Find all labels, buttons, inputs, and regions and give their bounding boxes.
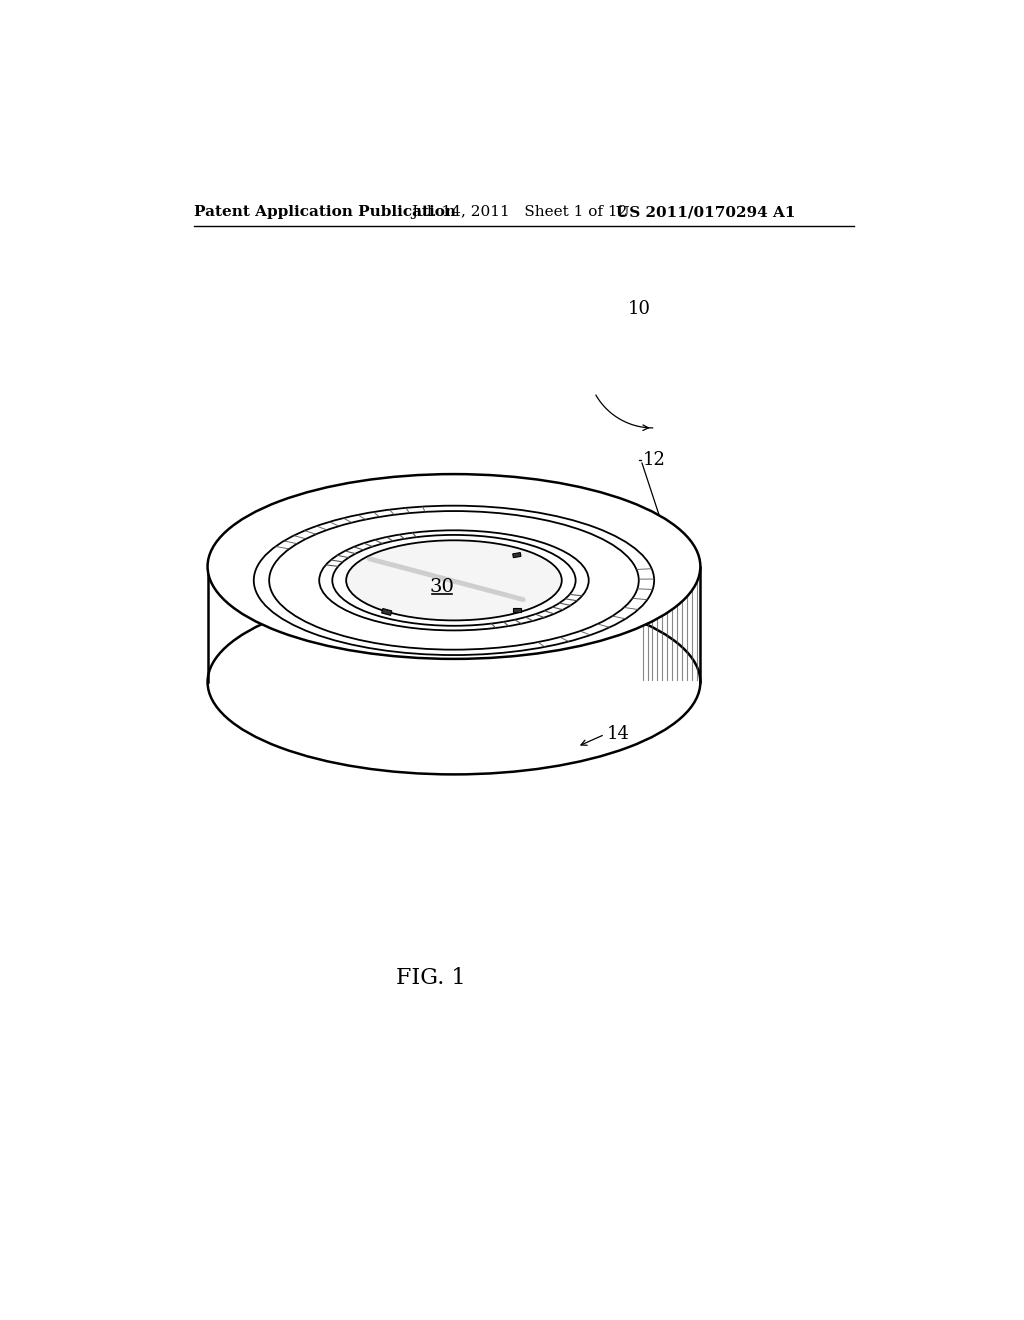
Bar bbox=[382, 609, 392, 615]
Text: Patent Application Publication: Patent Application Publication bbox=[195, 206, 457, 219]
Ellipse shape bbox=[333, 535, 575, 626]
Text: 12: 12 bbox=[643, 451, 666, 469]
Text: FIG. 1: FIG. 1 bbox=[396, 968, 466, 990]
Text: 10: 10 bbox=[628, 300, 651, 318]
Ellipse shape bbox=[319, 531, 589, 631]
Bar bbox=[513, 609, 521, 612]
Text: Jul. 14, 2011   Sheet 1 of 12: Jul. 14, 2011 Sheet 1 of 12 bbox=[412, 206, 628, 219]
Ellipse shape bbox=[346, 540, 562, 620]
Bar bbox=[513, 553, 521, 557]
Ellipse shape bbox=[208, 590, 700, 775]
Text: US 2011/0170294 A1: US 2011/0170294 A1 bbox=[615, 206, 796, 219]
Text: 30: 30 bbox=[430, 578, 455, 595]
Ellipse shape bbox=[208, 474, 700, 659]
Ellipse shape bbox=[254, 506, 654, 655]
Text: 14: 14 bbox=[606, 726, 630, 743]
Ellipse shape bbox=[269, 511, 639, 649]
